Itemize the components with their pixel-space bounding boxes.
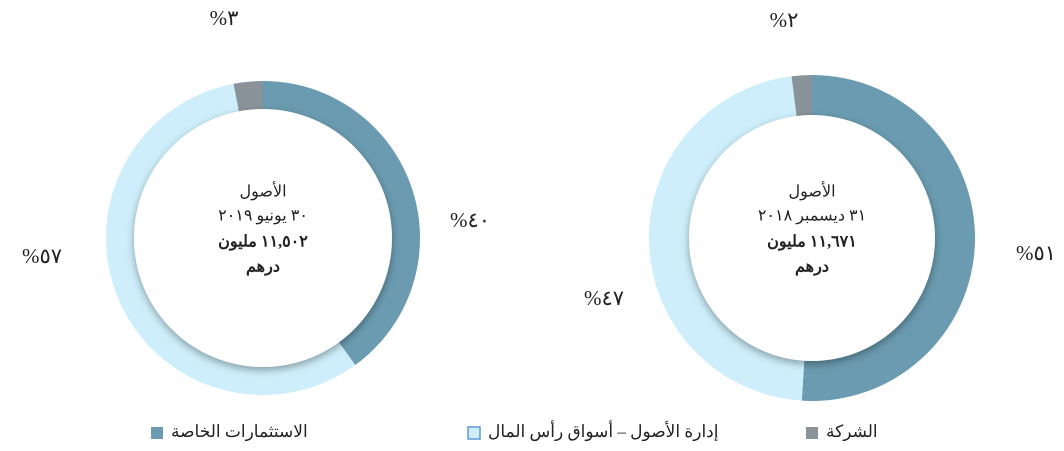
legend-swatch bbox=[806, 427, 818, 439]
legend-label: إدارة الأصول – أسواق رأس المال bbox=[488, 420, 718, 442]
donut-segment bbox=[233, 81, 263, 114]
center-text: ٣٠ يونيو ٢٠١٩ bbox=[218, 208, 308, 225]
center-text: ٣١ ديسمبر ٢٠١٨ bbox=[758, 208, 866, 225]
center-text: درهم bbox=[795, 259, 829, 277]
donut-segment bbox=[791, 75, 812, 118]
center-text: ١١,٥٠٢ مليون bbox=[218, 234, 308, 252]
value-label: %٢ bbox=[770, 8, 799, 32]
donut-segment bbox=[801, 75, 976, 402]
value-label: %٥١ bbox=[1016, 241, 1056, 265]
center-text: الأصول bbox=[239, 182, 286, 201]
donut-segment bbox=[105, 83, 356, 396]
donut-center bbox=[134, 109, 392, 367]
value-label: %٤٧ bbox=[584, 286, 624, 310]
legend-swatch bbox=[467, 426, 481, 440]
value-label: %٣ bbox=[210, 6, 239, 30]
center-text: الأصول bbox=[788, 182, 835, 201]
legend-label: الشركة bbox=[826, 422, 878, 442]
value-label: %٤٠ bbox=[450, 208, 490, 232]
center-text: ١١,٦٧١ مليون bbox=[767, 234, 857, 252]
value-label: %٥٧ bbox=[22, 244, 62, 268]
legend-label: الاستثمارات الخاصة bbox=[171, 422, 308, 442]
legend-swatch bbox=[151, 427, 163, 439]
donut-segment bbox=[263, 81, 420, 366]
donut-segment bbox=[649, 76, 805, 401]
center-text: درهم bbox=[246, 259, 280, 277]
donut-center bbox=[689, 115, 935, 361]
